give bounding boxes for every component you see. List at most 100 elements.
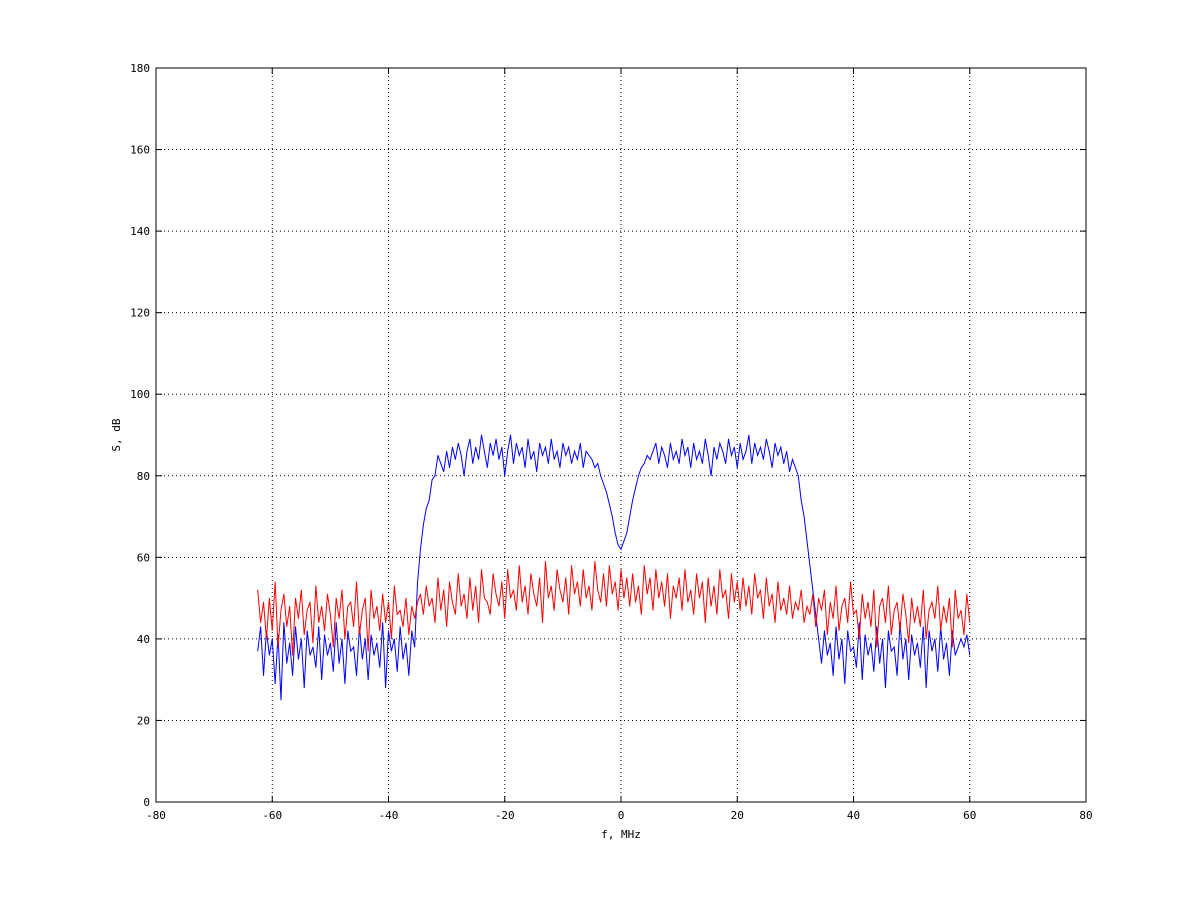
data-point xyxy=(428,499,430,501)
data-point xyxy=(838,630,840,632)
data-point xyxy=(283,593,285,595)
data-point xyxy=(731,573,732,575)
data-point xyxy=(446,450,448,452)
data-point xyxy=(882,638,883,640)
data-point xyxy=(481,434,482,436)
data-point xyxy=(597,589,599,591)
data-point xyxy=(925,638,927,640)
data-point xyxy=(303,634,305,636)
data-point xyxy=(809,614,811,615)
data-point xyxy=(571,565,572,566)
data-point xyxy=(515,442,517,444)
data-point xyxy=(748,434,750,436)
data-point xyxy=(638,475,639,477)
data-point xyxy=(417,581,418,583)
data-point xyxy=(670,618,671,619)
data-point xyxy=(914,654,915,656)
data-point xyxy=(745,450,747,452)
data-point xyxy=(739,609,741,611)
data-point xyxy=(431,597,433,599)
data-point xyxy=(478,622,479,623)
data-point xyxy=(963,646,965,648)
data-point xyxy=(951,630,953,632)
data-point xyxy=(728,618,729,619)
data-point xyxy=(696,459,697,460)
data-point xyxy=(949,597,950,599)
data-point xyxy=(501,446,503,448)
data-point xyxy=(687,601,689,603)
data-point xyxy=(640,614,642,615)
y-tick-label: 180 xyxy=(130,62,150,75)
data-point xyxy=(861,593,863,595)
data-point xyxy=(318,626,320,628)
data-point xyxy=(524,585,526,587)
data-point xyxy=(815,614,817,615)
data-point xyxy=(472,609,474,611)
data-point xyxy=(396,671,398,672)
data-point xyxy=(635,487,636,489)
data-point xyxy=(556,569,558,570)
data-point xyxy=(640,467,642,469)
data-point xyxy=(774,622,776,623)
data-point xyxy=(350,650,352,652)
data-point xyxy=(327,593,328,595)
data-point xyxy=(620,569,622,570)
data-point xyxy=(713,446,715,448)
data-point xyxy=(632,573,634,575)
data-point xyxy=(437,454,439,456)
data-point xyxy=(704,622,706,623)
data-point xyxy=(914,622,915,623)
data-point xyxy=(812,589,814,591)
data-point xyxy=(821,662,822,664)
data-point xyxy=(300,638,302,640)
data-point xyxy=(454,614,456,615)
data-point xyxy=(443,589,445,591)
data-point xyxy=(498,605,500,607)
data-point xyxy=(553,459,555,460)
data-point xyxy=(783,463,785,464)
data-point xyxy=(594,561,596,562)
data-point xyxy=(678,577,680,579)
data-point xyxy=(751,463,753,464)
data-point xyxy=(547,463,549,464)
data-point xyxy=(876,646,878,648)
data-point xyxy=(309,601,311,603)
x-tick-label: 20 xyxy=(731,809,744,822)
data-point xyxy=(414,646,416,648)
data-point xyxy=(577,581,578,583)
data-point xyxy=(542,454,543,456)
data-point xyxy=(786,614,788,615)
data-point xyxy=(931,601,933,603)
data-point xyxy=(277,646,279,648)
data-point xyxy=(591,609,593,611)
data-point xyxy=(699,450,700,452)
data-point xyxy=(780,446,782,448)
data-point xyxy=(792,618,793,619)
data-point xyxy=(501,581,503,583)
data-point xyxy=(826,634,828,636)
data-point xyxy=(771,467,773,469)
data-point xyxy=(417,601,418,603)
data-point xyxy=(818,597,820,599)
data-point xyxy=(969,622,971,623)
data-point xyxy=(719,442,721,444)
data-point xyxy=(489,442,491,444)
data-point xyxy=(446,626,448,628)
series-line-1 xyxy=(257,561,971,656)
data-point xyxy=(536,471,538,473)
data-point xyxy=(434,622,436,623)
data-point xyxy=(396,614,398,615)
data-point xyxy=(733,601,735,603)
data-point xyxy=(646,454,648,456)
data-point xyxy=(789,471,790,473)
data-point xyxy=(902,593,904,595)
data-point xyxy=(768,605,770,607)
data-point xyxy=(321,679,323,681)
data-point xyxy=(608,565,610,566)
y-tick-label: 120 xyxy=(130,307,150,320)
data-point xyxy=(794,467,796,469)
data-point xyxy=(574,450,575,452)
data-point xyxy=(530,459,532,460)
